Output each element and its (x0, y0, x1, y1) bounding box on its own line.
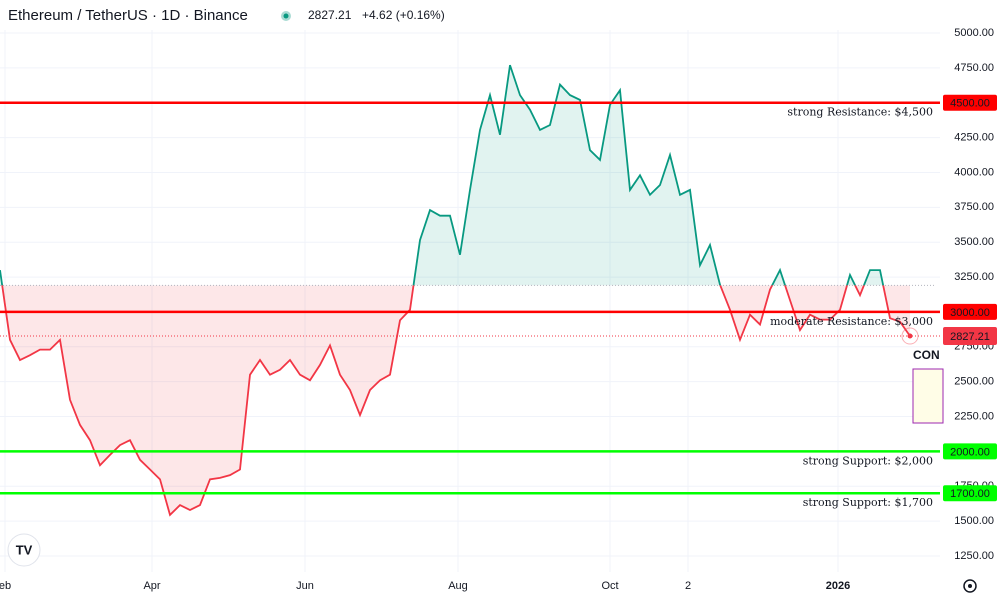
y-tick-label: 4250.00 (954, 132, 994, 144)
status-dot (283, 13, 289, 19)
y-tick-label: 1250.00 (954, 550, 994, 562)
level-tag (943, 485, 997, 502)
price-line-up (0, 64, 885, 286)
y-tick-label: 3750.00 (954, 201, 994, 213)
last-point-halo (901, 327, 919, 345)
level-label: moderate Resistance: $3,000 (770, 315, 933, 328)
level-tag (943, 303, 997, 320)
price-line-down (1, 285, 911, 517)
x-tick-label: Oct (601, 580, 618, 592)
annotation: CON (913, 348, 940, 362)
y-tick-label: 2500.00 (954, 376, 994, 388)
price-axis (940, 0, 1000, 600)
area-up (0, 65, 884, 286)
price-tag (943, 327, 997, 346)
x-tick-label: Jun (296, 580, 314, 592)
y-tick-label: 5000.00 (954, 27, 994, 39)
level-tag-label: 3000.00 (950, 307, 990, 319)
y-tick-label: 3250.00 (954, 271, 994, 283)
level-label: strong Support: $1,700 (803, 496, 933, 509)
chart-title: Ethereum / TetherUS · 1D · Binance (8, 7, 248, 24)
logo: TV (7, 533, 41, 567)
y-tick-label: 4750.00 (954, 62, 994, 74)
y-tick-label: 1500.00 (954, 515, 994, 527)
price-tag-label: 2827.21 (950, 331, 990, 343)
logo-text: TV (16, 542, 33, 557)
settings-icon[interactable] (963, 579, 977, 593)
y-tick-label: 2250.00 (954, 410, 994, 422)
level-tag-label: 1700.00 (950, 488, 990, 500)
last-price: 2827.21 (308, 8, 352, 22)
level-tag (943, 443, 997, 460)
y-tick-label: 3500.00 (954, 236, 994, 248)
level-label: strong Support: $2,000 (803, 454, 933, 467)
level-tag-label: 4500.00 (950, 98, 990, 110)
annotation-box (912, 368, 944, 424)
level-tag (943, 94, 997, 111)
level-tag-label: 2000.00 (950, 446, 990, 458)
x-tick-label: 2 (685, 580, 691, 592)
level-label: strong Resistance: $4,500 (787, 106, 933, 119)
x-tick-label: Apr (143, 580, 160, 592)
y-tick-label: 4000.00 (954, 166, 994, 178)
x-tick-label: eb (0, 580, 11, 592)
price-change: +4.62 (+0.16%) (362, 8, 445, 22)
last-point (907, 333, 913, 339)
x-tick-label: 2026 (826, 580, 850, 592)
area-down (0, 285, 910, 515)
x-tick-label: Aug (448, 580, 468, 592)
